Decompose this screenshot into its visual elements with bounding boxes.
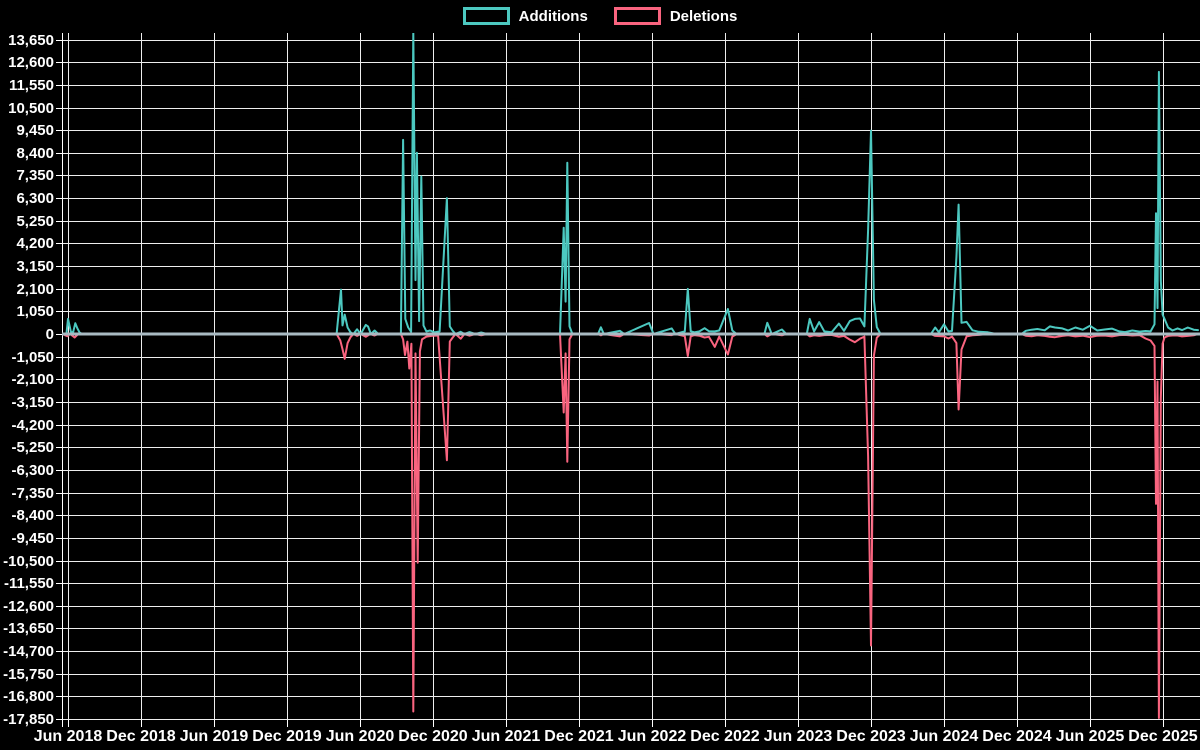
- y-tick-label: -15,750: [3, 666, 54, 683]
- y-tick-label: 6,300: [16, 190, 54, 207]
- y-tick-label: 3,150: [16, 258, 54, 275]
- y-tick-label: -2,100: [11, 371, 54, 388]
- x-tick-label: Dec 2018: [106, 728, 175, 745]
- y-tick-label: 9,450: [16, 122, 54, 139]
- y-tick-label: -1,050: [11, 349, 54, 366]
- series-group: [62, 33, 1199, 719]
- y-tick-label: 4,200: [16, 235, 54, 252]
- legend-item-deletions[interactable]: Deletions: [613, 7, 738, 25]
- y-tick-label: -16,800: [3, 688, 54, 705]
- deletions-swatch-icon: [613, 7, 661, 25]
- y-tick-label: 2,100: [16, 281, 54, 298]
- y-tick-label: 12,600: [8, 54, 54, 71]
- additions-line: [62, 33, 1199, 335]
- x-tick-label: Dec 2020: [398, 728, 467, 745]
- y-tick-label: -7,350: [11, 485, 54, 502]
- y-tick-label: 11,550: [9, 77, 54, 94]
- y-tick-label: -12,600: [3, 598, 54, 615]
- x-tick-label: Jun 2018: [34, 728, 103, 745]
- x-tick-label: Jun 2025: [1056, 728, 1125, 745]
- y-tick-label: 8,400: [16, 145, 54, 162]
- x-tick-label: Jun 2023: [764, 728, 833, 745]
- x-tick-label: Dec 2022: [690, 728, 759, 745]
- x-tick-label: Dec 2024: [982, 728, 1051, 745]
- x-tick-label: Jun 2020: [326, 728, 395, 745]
- additions-swatch-icon: [462, 7, 510, 25]
- legend-label-additions: Additions: [518, 7, 588, 25]
- x-tick-label: Jun 2024: [910, 728, 979, 745]
- y-tick-label: -3,150: [11, 394, 54, 411]
- y-tick-label: -17,850: [3, 711, 54, 728]
- y-tick-label: 10,500: [8, 100, 54, 117]
- y-tick-label: 5,250: [16, 213, 54, 230]
- deletions-line: [62, 333, 1199, 719]
- x-tick-label: Dec 2025: [1128, 728, 1197, 745]
- y-tick-label: -5,250: [11, 439, 54, 456]
- y-tick-label: -14,700: [3, 643, 54, 660]
- y-tick-label: -9,450: [11, 530, 54, 547]
- legend-item-additions[interactable]: Additions: [462, 7, 588, 25]
- y-tick-label: -8,400: [11, 507, 54, 524]
- y-tick-label: 13,650: [8, 32, 54, 49]
- x-tick-label: Dec 2023: [836, 728, 905, 745]
- legend-label-deletions: Deletions: [669, 7, 738, 25]
- y-tick-label: -6,300: [11, 462, 54, 479]
- x-tick-label: Jun 2019: [180, 728, 249, 745]
- y-tick-label: -4,200: [11, 417, 54, 434]
- y-tick-label: 1,050: [16, 303, 54, 320]
- y-tick-label: 7,350: [16, 167, 54, 184]
- y-tick-label: -10,500: [3, 553, 54, 570]
- y-tick-label: -11,550: [4, 575, 54, 592]
- y-tick-label: 0: [46, 326, 54, 343]
- gridlines: [56, 33, 1200, 727]
- x-tick-label: Dec 2019: [252, 728, 321, 745]
- x-tick-label: Dec 2021: [544, 728, 613, 745]
- x-tick-label: Jun 2022: [618, 728, 687, 745]
- y-tick-label: -13,650: [3, 620, 54, 637]
- x-tick-label: Jun 2021: [472, 728, 541, 745]
- legend: Additions Deletions: [0, 7, 1200, 25]
